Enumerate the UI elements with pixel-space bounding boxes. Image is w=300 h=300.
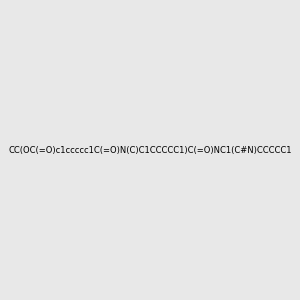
Text: CC(OC(=O)c1ccccc1C(=O)N(C)C1CCCCC1)C(=O)NC1(C#N)CCCCC1: CC(OC(=O)c1ccccc1C(=O)N(C)C1CCCCC1)C(=O)… [8,146,292,154]
